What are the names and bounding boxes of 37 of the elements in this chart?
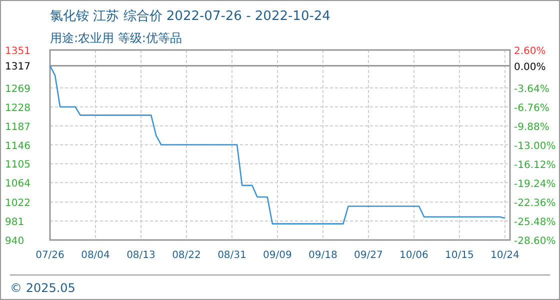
y-tick-label: 1317 — [5, 62, 30, 73]
y2-tick-label: -22.36% — [514, 198, 556, 209]
y2-tick-label: 0.00% — [514, 62, 546, 73]
y-tick-label: 981 — [5, 217, 24, 228]
x-tick-label: 07/26 — [36, 250, 64, 261]
y-tick-label: 1187 — [5, 122, 30, 133]
y2-tick-label: -13.00% — [514, 141, 556, 152]
y2-tick-label: -25.48% — [514, 217, 556, 228]
y2-tick-label: -6.76% — [514, 103, 550, 114]
x-tick-label: 10/24 — [490, 250, 520, 261]
x-tick-label: 10/06 — [400, 250, 428, 261]
y-tick-label: 1351 — [5, 46, 30, 57]
y-tick-label: 1064 — [5, 178, 30, 190]
y2-tick-label: -3.64% — [514, 84, 550, 95]
x-tick-label: 08/04 — [81, 250, 110, 261]
chart-title: 氯化铵 江苏 综合价 2022-07-26 - 2022-10-24 — [50, 9, 330, 24]
y2-tick-label: -28.60% — [514, 236, 556, 247]
x-tick-label: 08/13 — [126, 250, 156, 261]
y-tick-label: 940 — [5, 236, 24, 247]
text: © 2025.05 — [10, 281, 76, 295]
y2-tick-label: -9.88% — [514, 122, 550, 133]
y-tick-label: 1022 — [5, 198, 30, 210]
x-tick-label: 08/31 — [218, 250, 246, 261]
x-tick-label: 10/15 — [445, 250, 474, 261]
y-tick-label: 1228 — [5, 102, 30, 114]
y2-tick-label: -19.24% — [514, 179, 556, 190]
y2-tick-label: 2.60% — [514, 46, 546, 57]
x-tick-label: 09/27 — [354, 250, 383, 261]
y2-tick-label: -16.12% — [514, 160, 556, 171]
y-tick-label: 1269 — [5, 84, 30, 95]
x-tick-label: 09/18 — [308, 250, 338, 261]
y-tick-label: 1146 — [5, 140, 30, 152]
y-tick-label: 1105 — [5, 160, 30, 171]
x-tick-label: 09/09 — [263, 250, 292, 261]
line-series — [49, 65, 506, 224]
x-tick-label: 08/22 — [172, 250, 201, 261]
chart-subtitle: 用途:农业用 等级:优等品 — [50, 31, 182, 45]
